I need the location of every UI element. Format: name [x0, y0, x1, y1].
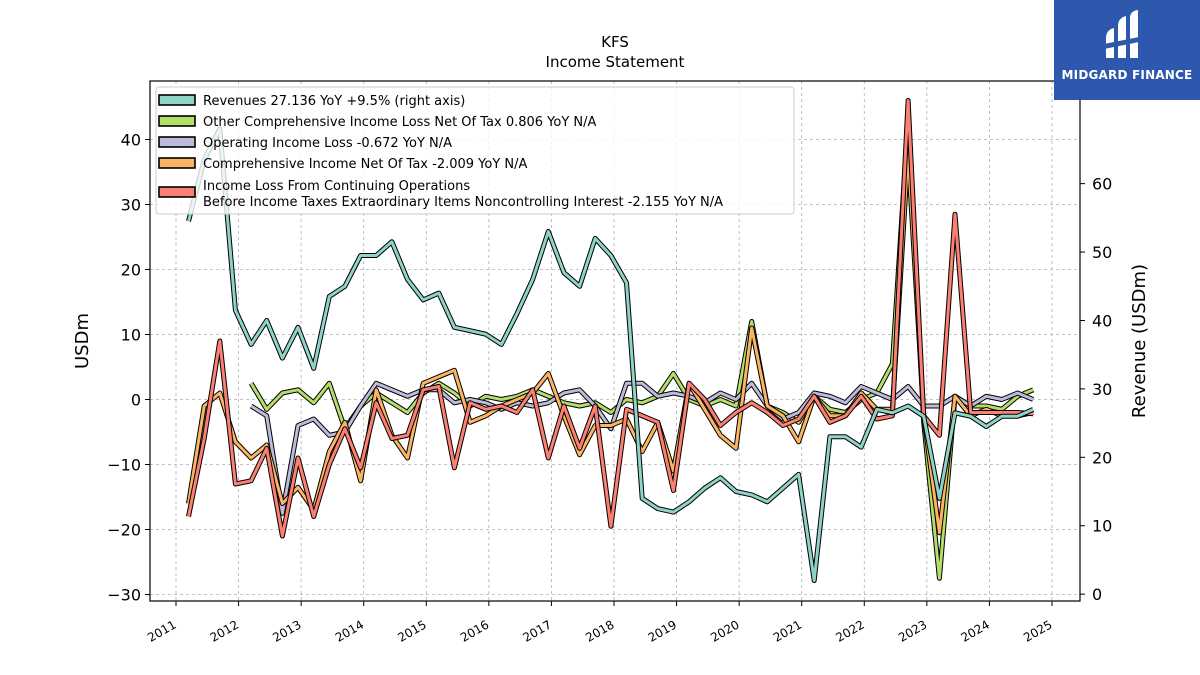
y-right-tick-label: 60 — [1092, 175, 1112, 194]
midgard-logo-icon — [1104, 10, 1144, 58]
y-tick-label: 30 — [121, 196, 141, 215]
x-tick-label: 2023 — [896, 617, 929, 644]
legend-label: Comprehensive Income Net Of Tax -2.009 Y… — [203, 157, 528, 172]
x-tick-label: 2020 — [708, 617, 741, 644]
legend-label: Operating Income Loss -0.672 YoY N/A — [203, 136, 452, 151]
x-tick-label: 2015 — [395, 617, 428, 644]
y-axis-right-label: Revenue (USDm) — [1129, 264, 1150, 418]
y-tick-label: −10 — [107, 456, 141, 475]
x-tick-label: 2014 — [333, 617, 366, 644]
y-right-tick-label: 20 — [1092, 448, 1112, 467]
plot-frame — [149, 80, 1081, 602]
legend-label: Other Comprehensive Income Loss Net Of T… — [203, 115, 597, 130]
y-tick-label: −20 — [107, 521, 141, 540]
series-lines — [186, 98, 1035, 583]
series-line-4 — [187, 99, 1034, 538]
legend-swatch — [158, 115, 196, 127]
legend-label: Revenues 27.136 YoY +9.5% (right axis) — [203, 94, 465, 109]
y-tick-label: 10 — [121, 326, 141, 345]
y-right-tick-label: 10 — [1092, 517, 1112, 536]
legend-box — [155, 86, 795, 215]
y-right-tick-label: 0 — [1092, 585, 1102, 604]
series-line-0 — [187, 127, 1034, 582]
legend: Revenues 27.136 YoY +9.5% (right axis) Ot… — [155, 86, 795, 215]
x-tick-label: 2011 — [145, 617, 178, 644]
legend-swatch — [158, 94, 196, 106]
x-tick-label: 2025 — [1021, 617, 1054, 644]
x-tick-label: 2022 — [833, 617, 866, 644]
x-tick-label: 2019 — [646, 617, 679, 644]
y-tick-label: 20 — [121, 261, 141, 280]
x-tick-label: 2021 — [771, 617, 804, 644]
legend-swatch — [158, 186, 196, 198]
y-tick-label: −30 — [107, 586, 141, 605]
legend-label: Income Loss From Continuing Operations Be… — [203, 179, 723, 210]
y-axis-label: USDm — [72, 313, 93, 369]
chart-title: KFS — [601, 33, 629, 51]
y-right-tick-label: 50 — [1092, 243, 1112, 262]
y-tick-label: 0 — [131, 391, 141, 410]
legend-swatch — [158, 157, 196, 169]
y-tick-label: 40 — [121, 131, 141, 150]
x-tick-label: 2024 — [959, 617, 992, 644]
y-right-tick-label: 30 — [1092, 380, 1112, 399]
legend-swatch — [158, 136, 196, 148]
chart-subtitle: Income Statement — [546, 53, 685, 71]
x-tick-label: 2018 — [583, 617, 616, 644]
brand-logo: MIDGARD FINANCE — [1054, 0, 1200, 100]
series-line-2 — [250, 381, 1034, 515]
x-tick-label: 2016 — [458, 617, 491, 644]
x-tick-label: 2012 — [208, 617, 241, 644]
x-tick-label: 2013 — [270, 617, 303, 644]
x-tick-label: 2017 — [521, 617, 554, 644]
y-right-tick-label: 40 — [1092, 311, 1112, 330]
brand-name: MIDGARD FINANCE — [1061, 68, 1193, 82]
